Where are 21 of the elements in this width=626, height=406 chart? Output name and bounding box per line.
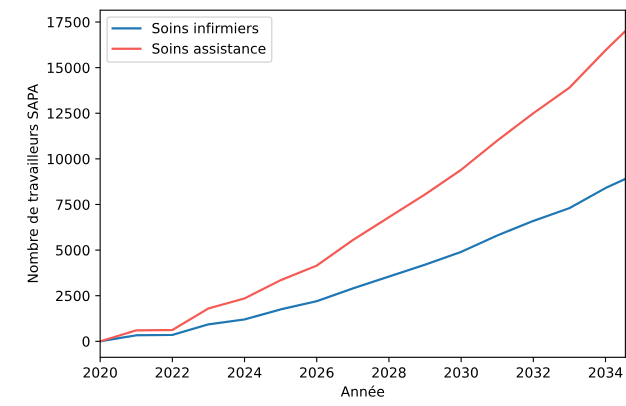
y-tick-label: 17500 — [48, 16, 90, 28]
x-tick-label: 2024 — [228, 367, 262, 378]
x-axis-title: Année — [340, 385, 384, 397]
x-tick-label: 2032 — [516, 367, 550, 378]
y-tick-label: 2500 — [56, 290, 90, 302]
y-tick-label: 12500 — [48, 108, 90, 119]
x-tick-label: 2022 — [156, 367, 189, 378]
y-axis-title: Nombre de travailleurs SAPA — [27, 84, 38, 282]
y-tick-label: 5000 — [56, 245, 90, 256]
x-tick-label: 2034 — [588, 367, 622, 378]
legend-label: Soins infirmiers — [152, 22, 258, 34]
line-series — [100, 178, 626, 342]
x-tick-label: 2028 — [372, 367, 406, 378]
y-tick-label: 10000 — [48, 154, 90, 164]
x-tick-label: 2030 — [444, 367, 478, 378]
y-tick-label: 0 — [82, 336, 90, 347]
x-tick-label: 2026 — [300, 367, 334, 378]
y-tick-label: 7500 — [56, 199, 90, 210]
legend-label: Soins assistance — [152, 43, 266, 54]
x-tick-label: 2020 — [84, 367, 117, 378]
y-tick-label: 15000 — [48, 62, 90, 74]
